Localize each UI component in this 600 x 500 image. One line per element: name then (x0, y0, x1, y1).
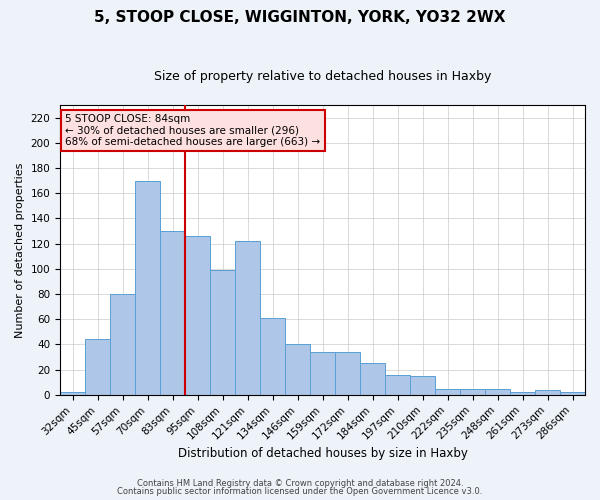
X-axis label: Distribution of detached houses by size in Haxby: Distribution of detached houses by size … (178, 447, 467, 460)
Bar (385, 374, 410, 395)
Text: 5 STOOP CLOSE: 84sqm
← 30% of detached houses are smaller (296)
68% of semi-deta: 5 STOOP CLOSE: 84sqm ← 30% of detached h… (65, 114, 320, 147)
Bar (60, 392, 85, 395)
Bar (460, 388, 485, 395)
Text: Contains public sector information licensed under the Open Government Licence v3: Contains public sector information licen… (118, 487, 482, 496)
Bar (210, 270, 235, 395)
Text: Contains HM Land Registry data © Crown copyright and database right 2024.: Contains HM Land Registry data © Crown c… (137, 478, 463, 488)
Bar (135, 180, 160, 395)
Bar (310, 352, 335, 395)
Bar (235, 241, 260, 395)
Bar (160, 231, 185, 395)
Bar (410, 376, 435, 395)
Bar (285, 344, 310, 395)
Bar (110, 294, 135, 395)
Bar (360, 364, 385, 395)
Bar (510, 392, 535, 395)
Text: 5, STOOP CLOSE, WIGGINTON, YORK, YO32 2WX: 5, STOOP CLOSE, WIGGINTON, YORK, YO32 2W… (94, 10, 506, 25)
Bar (535, 390, 560, 395)
Bar (560, 392, 585, 395)
Bar (260, 318, 285, 395)
Title: Size of property relative to detached houses in Haxby: Size of property relative to detached ho… (154, 70, 491, 83)
Y-axis label: Number of detached properties: Number of detached properties (15, 162, 25, 338)
Bar (485, 388, 510, 395)
Bar (85, 340, 110, 395)
Bar (335, 352, 360, 395)
Bar (185, 236, 210, 395)
Bar (435, 388, 460, 395)
